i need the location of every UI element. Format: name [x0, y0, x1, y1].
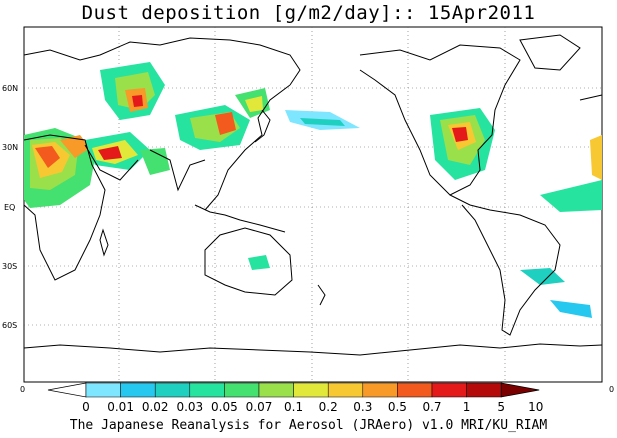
colorbar-label: 0.01 [107, 400, 134, 414]
corner-label-right: 0 [609, 385, 614, 394]
lat-label-60s: 60S [2, 321, 17, 330]
colorbar-label: 0 [82, 400, 90, 414]
colorbar-arrow-low [47, 382, 87, 398]
colorbar-bin [293, 382, 329, 398]
map-title: Dust deposition [g/m2/day]:: 15Apr2011 [81, 2, 536, 24]
colorbar-bin [397, 382, 433, 398]
colorbar: 0 0.01 0.02 0.03 0.05 0.07 0.1 0.2 0.3 0.5 0.7 1 5 10 [47, 382, 543, 414]
coastlines [23, 34, 603, 356]
colorbar-label: 0.1 [284, 400, 303, 414]
colorbar-label: 5 [497, 400, 505, 414]
colorbar-bin [362, 382, 398, 398]
colorbar-bin [431, 382, 467, 398]
colorbar-bin [154, 382, 191, 398]
colorbar-label: 10 [528, 400, 543, 414]
colorbar-label: 0.7 [422, 400, 441, 414]
colorbar-label: 0.5 [388, 400, 407, 414]
colorbar-bin [120, 382, 156, 398]
colorbar-label: 0.02 [142, 400, 169, 414]
colorbar-bin [224, 382, 260, 398]
colorbar-label: 0.05 [211, 400, 238, 414]
colorbar-label: 1 [463, 400, 471, 414]
colorbar-label: 0.03 [176, 400, 203, 414]
lat-label-30n: 30N [2, 143, 18, 152]
lat-labels: 60N 30N EQ 30S 60S [2, 84, 18, 330]
colorbar-label: 0.07 [246, 400, 273, 414]
lat-label-60n: 60N [2, 84, 18, 93]
colorbar-bin [466, 382, 502, 398]
colorbar-bin [189, 382, 225, 398]
colorbar-bin [85, 382, 121, 398]
credit-line: The Japanese Reanalysis for Aerosol (JRA… [69, 418, 548, 433]
colorbar-bin [327, 382, 364, 398]
colorbar-label: 0.3 [353, 400, 372, 414]
colorbar-label: 0.2 [319, 400, 338, 414]
lat-label-eq: EQ [4, 203, 15, 212]
lat-label-30s: 30S [2, 262, 17, 271]
colorbar-bin [258, 382, 294, 398]
colorbar-arrow-high [500, 382, 540, 398]
dust-shading [24, 62, 602, 318]
corner-label-left: 0 [20, 385, 25, 394]
